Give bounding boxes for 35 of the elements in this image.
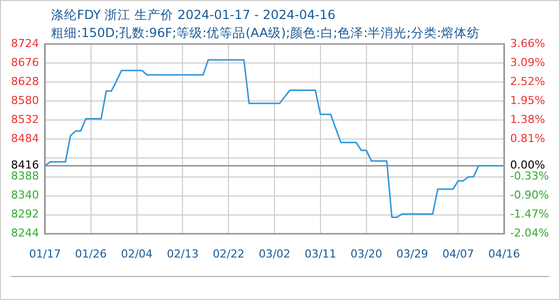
y2-tick-label: 2.52%: [510, 74, 546, 88]
y-tick-label: 8244: [10, 226, 39, 240]
y-tick-label: 8628: [10, 74, 39, 88]
x-tick-label: 04/16: [488, 247, 520, 260]
y-tick-label: 8484: [10, 132, 39, 145]
chart-subtitle: 粗细:150D;孔数:96F;等级:优等品(AA级);颜色:白;色泽:半消光;分类:熔体纺: [51, 25, 480, 42]
x-tick-label: 03/20: [350, 247, 382, 260]
x-tick-label: 01/17: [29, 247, 61, 260]
y-tick-label: 8416: [10, 158, 39, 172]
x-tick-label: 02/13: [166, 247, 199, 260]
y-tick-label: 8580: [10, 94, 39, 107]
x-tick-label: 03/29: [396, 247, 428, 260]
y2-tick-label: -1.47%: [510, 208, 550, 221]
y2-tick-label: 3.66%: [510, 36, 546, 50]
y-tick-label: 8340: [10, 188, 39, 202]
x-tick-label: 02/04: [120, 247, 153, 260]
y2-tick-label: 0.00%: [510, 158, 546, 172]
y2-tick-label: 3.09%: [510, 56, 546, 69]
chart-title: 涤纶FDY 浙江 生产价 2024-01-17 - 2024-04-16: [51, 7, 336, 24]
y2-tick-label: -0.90%: [510, 188, 550, 202]
y-tick-label: 8388: [10, 170, 39, 183]
y-tick-label: 8676: [10, 56, 39, 69]
y2-tick-label: 0.81%: [510, 132, 546, 145]
x-tick-label: 03/11: [304, 247, 336, 260]
y-tick-label: 8532: [10, 112, 39, 126]
y-tick-label: 8292: [10, 208, 39, 221]
y2-tick-label: -2.04%: [510, 226, 550, 240]
y2-tick-label: -0.33%: [510, 170, 550, 183]
y2-tick-label: 1.38%: [510, 112, 546, 126]
x-tick-label: 01/26: [75, 247, 107, 260]
x-tick-label: 04/07: [442, 247, 474, 260]
y-tick-label: 8724: [10, 36, 39, 50]
x-tick-label: 03/02: [258, 247, 290, 260]
y2-tick-label: 1.95%: [510, 94, 546, 107]
x-tick-label: 02/22: [212, 247, 244, 260]
